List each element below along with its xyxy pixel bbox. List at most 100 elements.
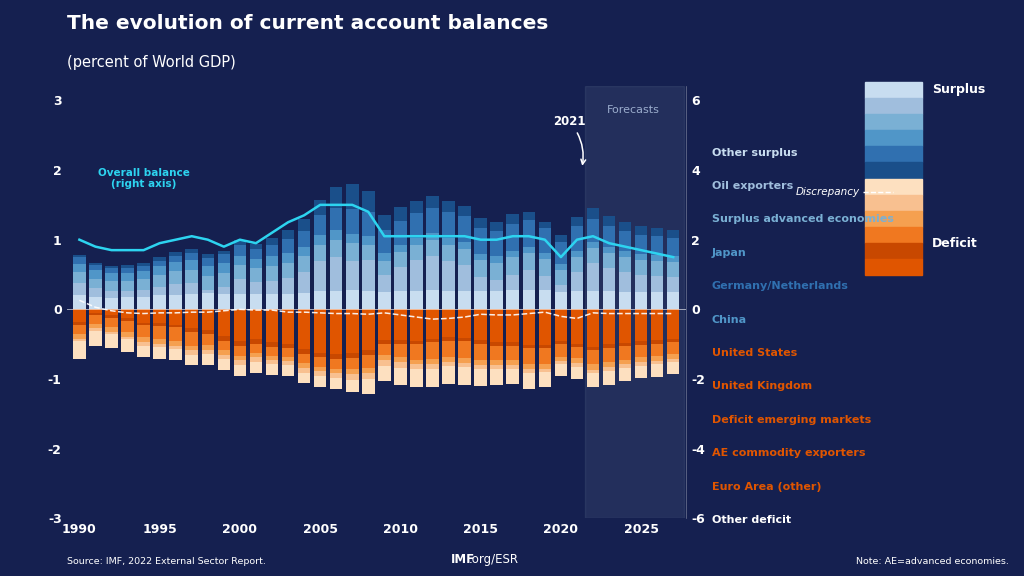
Bar xyxy=(137,297,150,309)
Bar xyxy=(185,328,198,332)
Bar xyxy=(346,243,358,260)
Bar xyxy=(330,309,342,354)
Bar xyxy=(651,356,664,361)
Bar xyxy=(73,309,86,322)
Bar xyxy=(570,347,584,358)
Bar xyxy=(330,207,342,230)
Bar xyxy=(314,215,327,235)
Bar xyxy=(442,337,455,341)
Bar xyxy=(202,334,214,345)
Bar xyxy=(618,309,632,343)
Bar xyxy=(298,373,310,383)
Bar xyxy=(539,259,551,276)
Bar xyxy=(250,309,262,339)
Bar xyxy=(298,230,310,247)
Bar xyxy=(105,318,118,328)
Bar xyxy=(185,309,198,328)
Bar xyxy=(185,253,198,260)
Bar xyxy=(362,260,375,290)
Bar xyxy=(154,266,166,275)
Bar xyxy=(250,244,262,249)
Bar xyxy=(442,341,455,357)
Bar xyxy=(298,309,310,349)
Bar xyxy=(635,342,647,345)
Bar xyxy=(185,350,198,355)
Bar xyxy=(298,368,310,373)
Bar xyxy=(635,345,647,358)
Bar xyxy=(362,368,375,373)
Bar xyxy=(587,219,599,242)
Bar xyxy=(314,262,327,291)
Bar xyxy=(411,260,423,290)
Bar xyxy=(667,309,680,339)
Text: Oil exporters: Oil exporters xyxy=(712,181,793,191)
Bar xyxy=(555,361,567,363)
Bar xyxy=(250,339,262,343)
Bar xyxy=(507,369,519,384)
Bar xyxy=(411,200,423,213)
Bar xyxy=(362,236,375,245)
Bar xyxy=(522,220,536,247)
Bar xyxy=(266,309,279,342)
Bar xyxy=(266,256,279,266)
Bar xyxy=(105,266,118,268)
Bar xyxy=(282,263,294,278)
Bar xyxy=(507,251,519,257)
Bar xyxy=(362,191,375,212)
Bar xyxy=(635,260,647,275)
Bar xyxy=(137,263,150,266)
Bar xyxy=(474,253,486,260)
Bar xyxy=(137,337,150,342)
Bar xyxy=(105,309,118,315)
Bar xyxy=(362,245,375,260)
Bar xyxy=(539,369,551,372)
Bar xyxy=(137,266,150,271)
Bar xyxy=(121,319,134,321)
Bar xyxy=(266,238,279,245)
Bar xyxy=(89,331,101,346)
Bar xyxy=(185,332,198,346)
Bar xyxy=(507,275,519,290)
Bar xyxy=(89,324,101,328)
Bar xyxy=(89,313,101,315)
Bar xyxy=(459,249,471,265)
Bar xyxy=(154,309,166,323)
Bar xyxy=(266,294,279,309)
Bar xyxy=(233,294,246,309)
Bar xyxy=(121,297,134,309)
Bar xyxy=(651,255,664,262)
Bar xyxy=(105,273,118,282)
Bar xyxy=(89,263,101,265)
Bar xyxy=(474,340,486,344)
Bar xyxy=(587,365,599,370)
Bar xyxy=(89,309,101,313)
Bar xyxy=(490,256,503,263)
Bar xyxy=(635,362,647,366)
Bar xyxy=(298,354,310,363)
Text: .org/ESR: .org/ESR xyxy=(469,552,519,566)
Bar xyxy=(169,252,182,256)
Bar xyxy=(490,346,503,360)
Bar xyxy=(233,265,246,279)
Bar xyxy=(298,247,310,256)
Bar xyxy=(394,221,407,245)
Bar xyxy=(378,230,390,253)
Bar xyxy=(490,263,503,280)
Bar xyxy=(169,341,182,346)
Bar xyxy=(73,325,86,334)
Bar xyxy=(121,336,134,339)
Bar xyxy=(490,360,503,365)
Bar xyxy=(490,309,503,342)
Bar xyxy=(298,256,310,272)
Bar xyxy=(587,263,599,291)
Bar xyxy=(507,257,519,275)
Bar xyxy=(474,359,486,365)
Bar xyxy=(330,187,342,207)
Bar xyxy=(362,373,375,379)
Bar xyxy=(105,290,118,298)
Bar xyxy=(651,236,664,255)
Bar xyxy=(121,309,134,319)
Bar xyxy=(250,343,262,353)
Bar xyxy=(426,309,438,339)
Bar xyxy=(154,343,166,347)
